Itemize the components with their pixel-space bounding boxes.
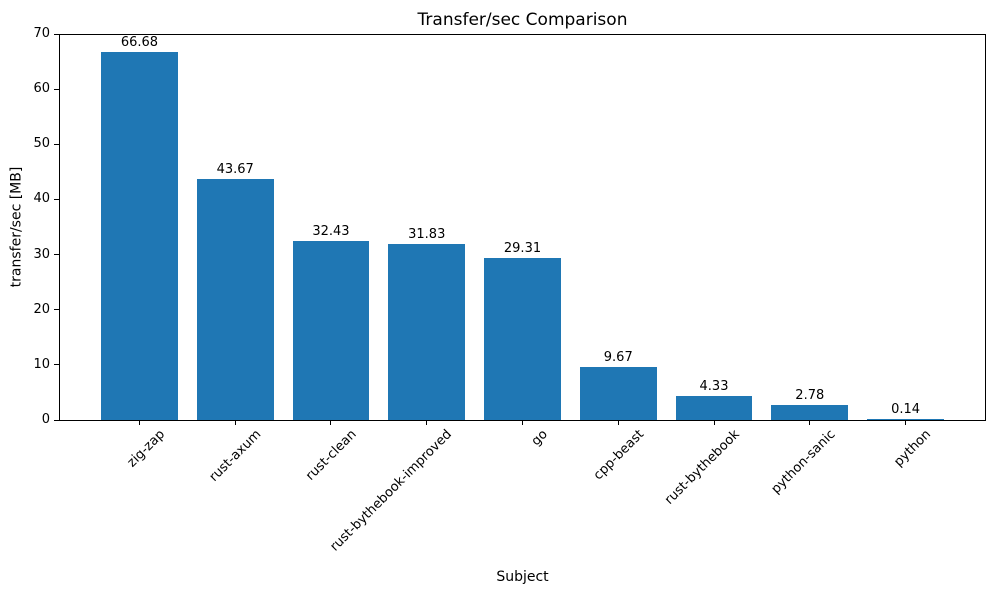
bar-value-label: 43.67	[216, 162, 254, 178]
y-tick-mark	[54, 88, 59, 90]
x-tick-mark	[809, 421, 811, 425]
x-axis-label: Subject	[496, 569, 549, 585]
bar-value-label: 4.33	[699, 379, 729, 395]
bar	[771, 404, 849, 420]
x-tick-label: zig-zap	[124, 427, 169, 471]
y-tick-mark	[54, 33, 59, 35]
y-tick-mark	[54, 419, 59, 421]
x-tick-mark	[426, 421, 428, 425]
y-tick-label: 20	[33, 301, 50, 317]
x-tick-mark	[713, 421, 715, 425]
bar-value-label: 31.83	[408, 227, 446, 243]
bar-value-label: 32.43	[312, 224, 350, 240]
x-tick-label: rust-bythebook	[661, 427, 743, 508]
y-tick-label: 0	[41, 412, 50, 427]
x-tick-mark	[330, 421, 332, 425]
bar	[101, 52, 178, 420]
y-tick-label: 30	[33, 246, 50, 262]
y-tick-label: 40	[33, 191, 50, 207]
bar	[675, 396, 753, 420]
y-tick-label: 10	[33, 356, 50, 372]
x-tick-label: python-sanic	[768, 427, 839, 497]
bar	[196, 179, 274, 420]
bar-value-label: 66.68	[120, 35, 159, 51]
bar-value-label: 29.31	[503, 241, 542, 257]
bar	[388, 244, 466, 420]
bar-value-label: 2.78	[795, 387, 825, 403]
x-tick-mark	[234, 421, 236, 425]
y-axis-label: transfer/sec [MB]	[8, 166, 25, 288]
x-tick-label: go	[529, 427, 552, 450]
x-tick-label: rust-axum	[206, 427, 264, 485]
bar	[579, 366, 657, 420]
x-tick-label: cpp-beast	[590, 427, 647, 484]
bar	[867, 419, 944, 420]
x-tick-label: python	[891, 427, 935, 470]
bar-value-label: 0.14	[891, 402, 921, 417]
y-tick-label: 70	[33, 26, 50, 41]
x-tick-mark	[905, 421, 907, 425]
x-tick-mark	[138, 421, 140, 425]
x-tick-mark	[522, 421, 523, 425]
y-tick-label: 60	[33, 81, 50, 97]
chart-title: Transfer/sec Comparison	[417, 10, 628, 30]
x-tick-mark	[617, 421, 619, 425]
y-tick-mark	[54, 254, 59, 256]
y-tick-label: 50	[33, 136, 50, 152]
y-tick-mark	[54, 364, 59, 366]
bar-value-label: 9.67	[603, 349, 633, 365]
x-tick-label: rust-clean	[302, 427, 360, 484]
y-tick-mark	[54, 198, 59, 200]
bar	[292, 241, 370, 420]
bar	[484, 258, 561, 420]
y-tick-mark	[54, 143, 59, 145]
y-tick-mark	[54, 309, 59, 311]
